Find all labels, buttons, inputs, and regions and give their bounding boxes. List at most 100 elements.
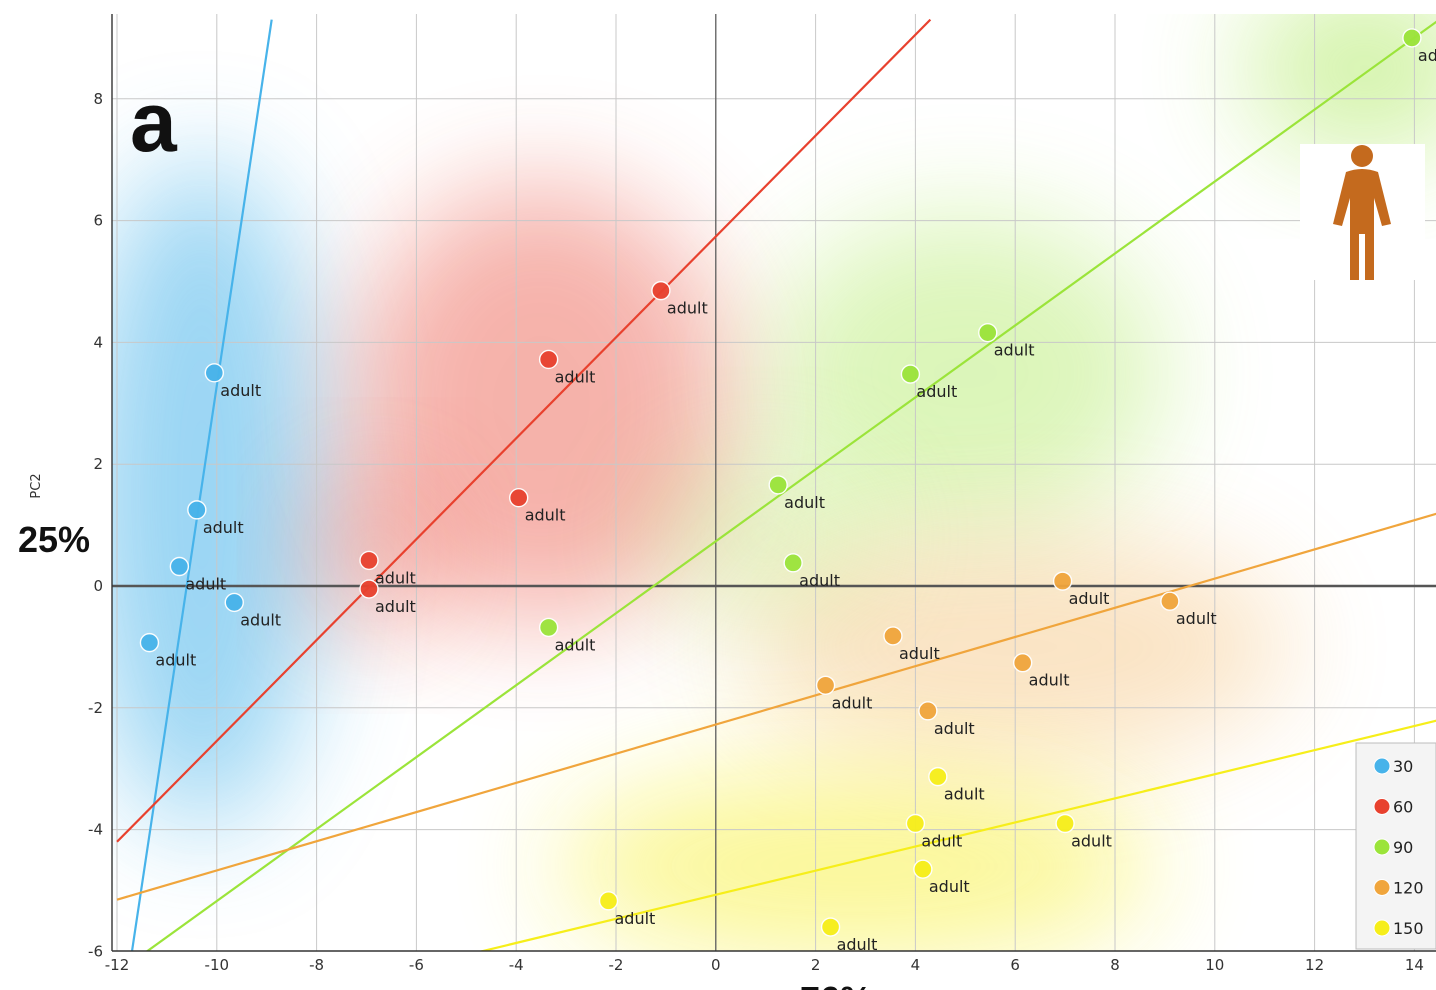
fit-lines	[116, 18, 1436, 951]
point-marker	[783, 553, 803, 573]
y-tick-label: 4	[93, 333, 103, 351]
point-label: adult	[1418, 46, 1436, 65]
data-point-120: adult	[1012, 653, 1070, 690]
legend: 30 60 90 120 150	[1355, 742, 1436, 950]
data-point-150: adult	[928, 766, 985, 804]
point-marker	[815, 675, 836, 695]
density-region-90	[1244, 14, 1436, 154]
point-label: adult	[799, 571, 840, 590]
data-point-90: adult	[768, 475, 825, 512]
data-point-120: adult	[918, 701, 975, 738]
x-tick-label: -8	[309, 956, 324, 974]
data-point-60: adult	[359, 550, 416, 587]
point-marker	[169, 556, 190, 577]
point-label: adult	[832, 693, 873, 712]
density-region-150	[556, 768, 1155, 951]
point-marker	[651, 280, 671, 301]
point-label: adult	[921, 832, 962, 851]
data-point-90: adult	[900, 364, 957, 401]
point-label: adult	[1176, 609, 1217, 628]
pc1-variance-label: 76%	[800, 979, 872, 990]
x-tick-label: -6	[409, 956, 424, 974]
x-tick-label: 14	[1405, 956, 1424, 974]
data-point-90: adult	[978, 322, 1035, 360]
y-tick-label: 8	[93, 90, 103, 108]
point-label: adult	[220, 381, 261, 400]
legend-item-60: 60	[1373, 798, 1413, 817]
y-tick-label: 6	[93, 212, 103, 230]
density-region-60	[351, 184, 731, 623]
x-tick-label: 8	[1110, 956, 1120, 974]
data-point-150: adult	[598, 891, 656, 928]
legend-item-120: 120	[1373, 879, 1424, 898]
fit-line-150	[481, 719, 1436, 951]
point-marker	[538, 617, 559, 638]
point-marker	[508, 487, 529, 508]
point-label: adult	[375, 597, 416, 616]
data-point-30: adult	[139, 632, 196, 670]
x-tick-label: 6	[1010, 956, 1020, 974]
point-label: adult	[375, 568, 416, 587]
x-tick-label: -2	[609, 956, 624, 974]
legend-marker	[1373, 757, 1391, 775]
point-marker	[1012, 653, 1033, 673]
point-marker	[598, 891, 619, 911]
point-label: adult	[555, 635, 596, 654]
point-label: adult	[916, 382, 957, 401]
data-point-150: adult	[905, 813, 962, 851]
data-point-120: adult	[1052, 571, 1109, 608]
data-point-90: adult	[783, 553, 840, 590]
panel-letter: a	[130, 75, 178, 169]
point-label: adult	[934, 719, 975, 738]
legend-label: 60	[1393, 798, 1413, 817]
data-point-30: adult	[224, 592, 281, 629]
y-tick-label: 0	[93, 577, 103, 595]
data-points: adult adult adult adult adult adult adult adult…	[139, 28, 1436, 954]
point-label: adult	[899, 644, 940, 663]
point-marker	[820, 917, 841, 937]
data-point-30: adult	[204, 363, 261, 400]
legend-marker	[1373, 919, 1391, 937]
point-marker	[913, 859, 933, 879]
data-point-30: adult	[187, 500, 244, 537]
data-point-60: adult	[508, 487, 566, 525]
point-label: adult	[203, 518, 244, 537]
point-label: adult	[1071, 832, 1112, 851]
y-tick-label: 2	[93, 455, 103, 473]
legend-item-90: 90	[1373, 838, 1413, 857]
point-marker	[139, 632, 160, 653]
density-region-90	[765, 214, 1165, 532]
x-tick-label: 2	[811, 956, 821, 974]
y-tick-label: -6	[88, 942, 103, 960]
data-point-60: adult	[651, 280, 708, 318]
data-point-30: adult	[169, 556, 226, 594]
data-point-120: adult	[1160, 591, 1217, 628]
legend-label: 30	[1393, 757, 1413, 776]
fit-line-30	[130, 19, 273, 951]
point-label: adult	[240, 610, 281, 629]
x-tick-label: 10	[1205, 956, 1224, 974]
x-tick-label: -12	[105, 956, 130, 974]
point-marker	[905, 813, 926, 834]
data-point-150: adult	[1055, 813, 1112, 851]
legend-item-30: 30	[1373, 757, 1413, 776]
point-label: adult	[155, 651, 196, 670]
data-point-150: adult	[820, 917, 878, 954]
data-point-150: adult	[913, 859, 970, 896]
point-marker	[900, 364, 921, 384]
legend-marker	[1373, 798, 1391, 815]
point-label: adult	[837, 935, 878, 954]
x-tick-label: -4	[509, 956, 524, 974]
point-marker	[918, 701, 938, 721]
point-label: adult	[1029, 671, 1070, 690]
y-tick-label: -2	[88, 699, 103, 717]
point-label: adult	[784, 493, 825, 512]
point-marker	[928, 766, 948, 787]
legend-box	[1355, 742, 1436, 950]
point-marker	[768, 475, 788, 495]
point-label: adult	[525, 506, 566, 525]
point-marker	[883, 626, 903, 646]
point-label: adult	[615, 909, 656, 928]
point-marker	[187, 500, 207, 520]
fit-line-60	[116, 18, 932, 843]
